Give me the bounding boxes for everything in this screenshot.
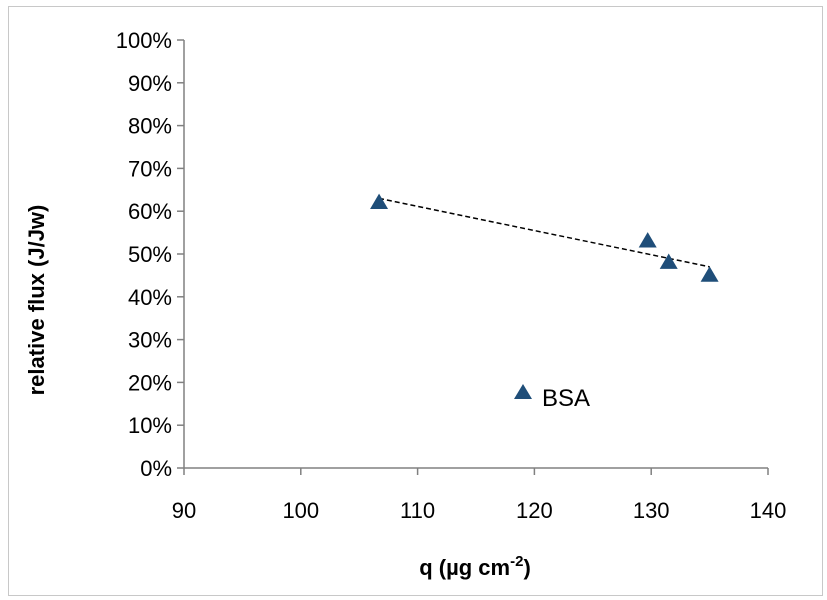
data-point-triangle: [639, 232, 657, 247]
y-tick-label: 70%: [128, 156, 172, 181]
tick-labels: 0% 10% 20% 30% 40% 50% 60% 70% 80% 90% 100% 90 100 11…: [116, 28, 787, 523]
y-tick-label: 100%: [116, 28, 172, 53]
x-axis-title-superscript: -2: [510, 553, 523, 570]
y-tick-label: 90%: [128, 71, 172, 96]
x-axis-title-close: ): [523, 555, 530, 580]
trendline: [379, 198, 710, 266]
axes: [177, 40, 768, 475]
data-point-triangle: [660, 254, 678, 269]
x-tick-label: 90: [172, 498, 196, 523]
x-tick-label: 100: [282, 498, 319, 523]
data-point-triangle: [370, 194, 388, 209]
legend-label: BSA: [542, 385, 590, 412]
y-tick-label: 0%: [140, 456, 172, 481]
x-axis-title-main: q (µg cm: [419, 555, 510, 580]
data-point-triangle: [701, 266, 719, 281]
y-axis-title: relative flux (J/Jw): [24, 205, 49, 396]
y-tick-label: 80%: [128, 114, 172, 139]
trendline-group: [379, 198, 710, 266]
x-axis-title: q (µg cm-2): [419, 553, 531, 580]
x-tick-label: 140: [750, 498, 787, 523]
legend: BSA: [514, 384, 590, 412]
legend-marker-triangle: [514, 384, 532, 399]
x-tick-label: 120: [516, 498, 553, 523]
x-tick-label: 130: [633, 498, 670, 523]
y-tick-label: 50%: [128, 242, 172, 267]
y-tick-label: 30%: [128, 328, 172, 353]
y-tick-label: 40%: [128, 285, 172, 310]
y-tick-label: 60%: [128, 199, 172, 224]
y-tick-label: 20%: [128, 370, 172, 395]
y-tick-label: 10%: [128, 413, 172, 438]
x-tick-label: 110: [400, 498, 435, 523]
